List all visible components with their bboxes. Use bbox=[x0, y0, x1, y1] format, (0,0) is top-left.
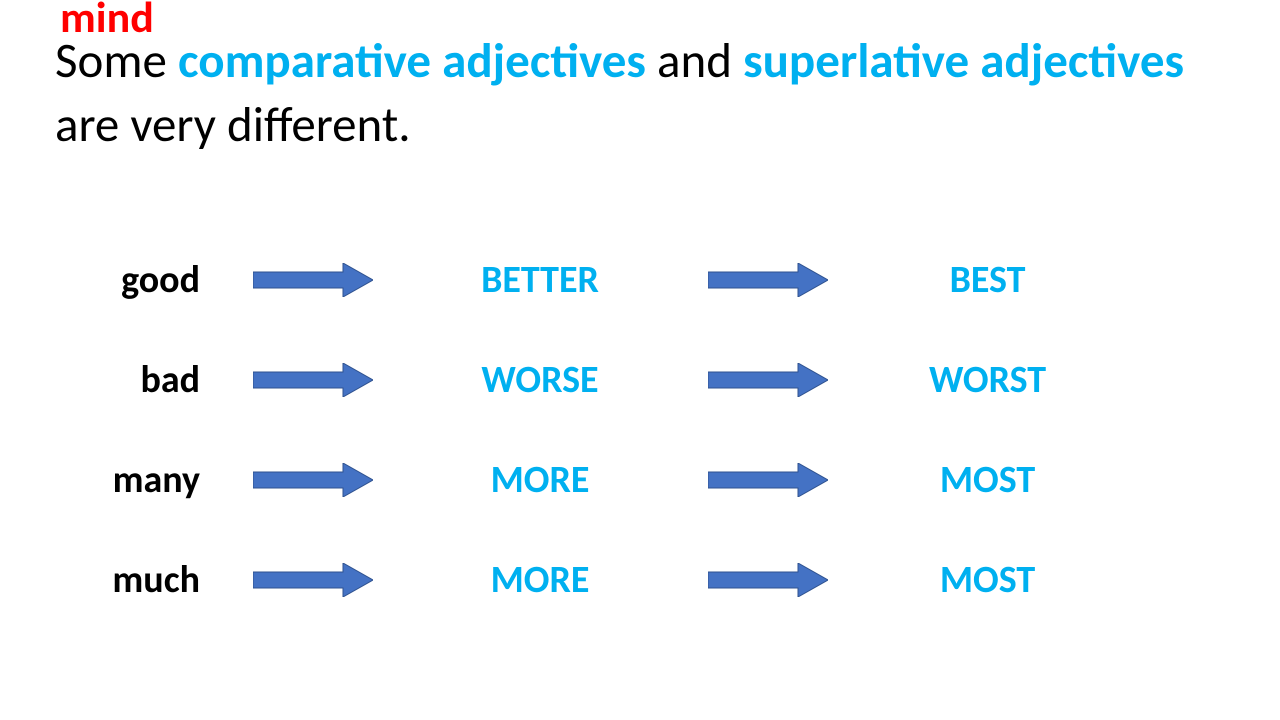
comparative-form: more bbox=[390, 557, 690, 603]
arrow-icon bbox=[253, 363, 373, 397]
base-form: much bbox=[55, 557, 235, 603]
arrow-icon bbox=[253, 563, 373, 597]
comparative-form: more bbox=[390, 457, 690, 503]
superlative-form: best bbox=[845, 257, 1130, 303]
table-row: bad worse worst bbox=[55, 330, 1225, 430]
title-part-2: and bbox=[646, 31, 743, 91]
arrow-icon bbox=[253, 463, 373, 497]
arrow-cell bbox=[235, 363, 390, 397]
arrow-icon bbox=[708, 363, 828, 397]
table-row: many more most bbox=[55, 430, 1225, 530]
arrow-cell bbox=[690, 563, 845, 597]
arrow-icon bbox=[708, 463, 828, 497]
superlative-form: worst bbox=[845, 357, 1130, 403]
arrow-icon bbox=[708, 563, 828, 597]
base-form: bad bbox=[55, 357, 235, 403]
arrow-cell bbox=[690, 463, 845, 497]
table-row: good better best bbox=[55, 230, 1225, 330]
arrow-cell bbox=[690, 363, 845, 397]
arrow-cell bbox=[235, 463, 390, 497]
table-row: much more most bbox=[55, 530, 1225, 630]
comparative-form: better bbox=[390, 257, 690, 303]
arrow-cell bbox=[235, 263, 390, 297]
base-form: good bbox=[55, 257, 235, 303]
title-part-3: are very different. bbox=[55, 95, 411, 155]
arrow-icon bbox=[708, 263, 828, 297]
title-part-1: Some bbox=[55, 31, 178, 91]
base-form: many bbox=[55, 457, 235, 503]
adjectives-table: good better best bad worse worst bbox=[55, 230, 1225, 630]
arrow-icon bbox=[253, 263, 373, 297]
superlative-form: most bbox=[845, 557, 1130, 603]
title-highlight-2: superlative adjectives bbox=[743, 31, 1184, 91]
title-highlight-1: comparative adjectives bbox=[178, 31, 646, 91]
arrow-cell bbox=[235, 563, 390, 597]
title-sentence: Some comparative adjectives and superlat… bbox=[55, 30, 1255, 157]
superlative-form: most bbox=[845, 457, 1130, 503]
comparative-form: worse bbox=[390, 357, 690, 403]
arrow-cell bbox=[690, 263, 845, 297]
